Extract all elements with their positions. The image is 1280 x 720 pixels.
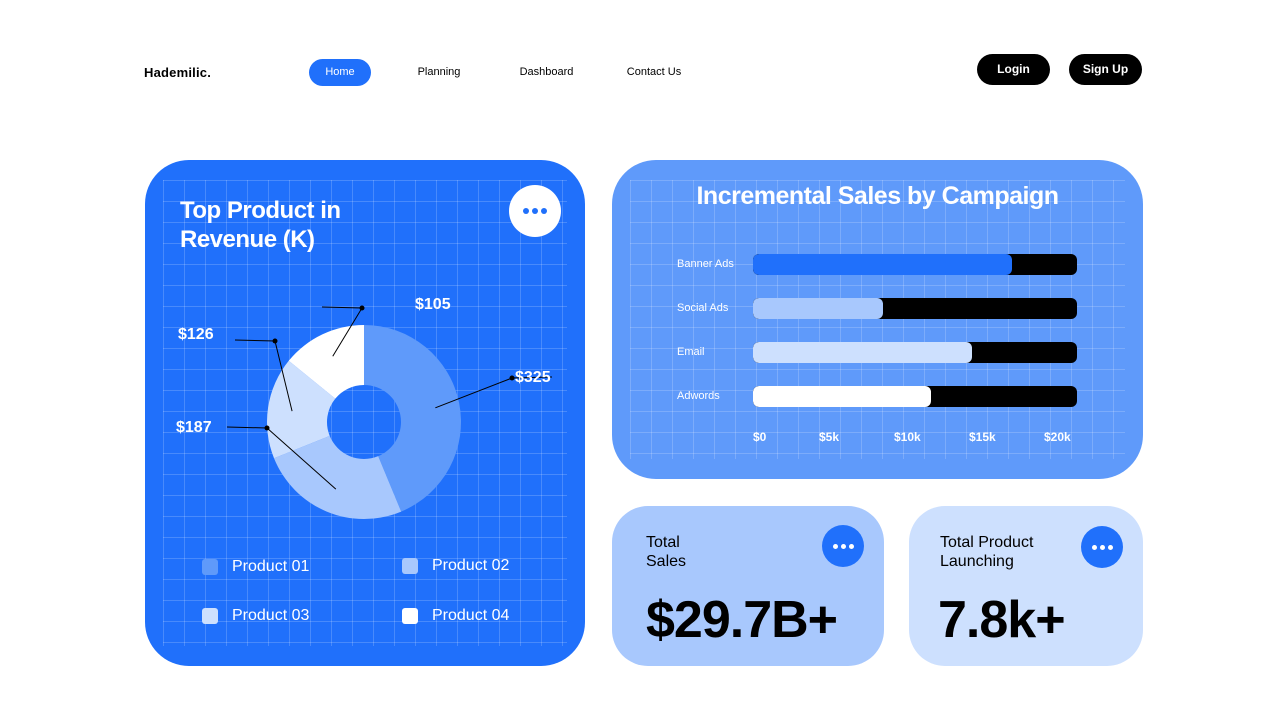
bar-category-label: Banner Ads bbox=[677, 258, 734, 270]
slice-product-01 bbox=[364, 325, 462, 512]
x-tick-label: $20k bbox=[1044, 430, 1071, 444]
x-tick-label: $10k bbox=[894, 430, 921, 444]
bar-category-label: Adwords bbox=[677, 390, 720, 402]
nav-contact-us[interactable]: Contact Us bbox=[626, 66, 682, 78]
data-label: $105 bbox=[415, 296, 451, 313]
legend-item-product-01: Product 01 bbox=[202, 558, 309, 576]
total-launch-label: Total Product Launching bbox=[940, 534, 1034, 570]
bar-email bbox=[753, 342, 972, 363]
leader-dot bbox=[264, 425, 270, 431]
more-horizontal-icon bbox=[832, 543, 854, 549]
data-label: $187 bbox=[176, 419, 212, 436]
bar-adwords bbox=[753, 386, 932, 407]
total-launch-value: 7.8k+ bbox=[938, 591, 1066, 649]
bar-category-label: Email bbox=[677, 346, 705, 358]
leader-dot bbox=[359, 305, 365, 311]
data-label: $126 bbox=[178, 326, 214, 343]
revenue-card: Top Product in Revenue (K) $325 $187 $126 $… bbox=[145, 160, 585, 666]
x-tick-label: $15k bbox=[969, 430, 996, 444]
nav-dashboard[interactable]: Dashboard bbox=[519, 66, 574, 78]
x-tick-label: $5k bbox=[819, 430, 840, 444]
total-sales-value: $29.7B+ bbox=[646, 591, 838, 649]
nav-planning[interactable]: Planning bbox=[417, 66, 461, 78]
legend-swatch bbox=[402, 558, 418, 574]
nav-home[interactable]: Home bbox=[309, 59, 371, 86]
total-sales-label: Total Sales bbox=[646, 534, 687, 570]
slice-product-03 bbox=[267, 360, 336, 459]
more-options-button[interactable] bbox=[822, 525, 864, 567]
legend-label: Product 04 bbox=[432, 607, 510, 624]
campaign-card: Incremental Sales by Campaign Banner Ads… bbox=[612, 160, 1143, 479]
legend-label: Product 03 bbox=[232, 607, 310, 624]
total-sales-card: Total Sales $29.7B+ bbox=[612, 506, 884, 666]
leader-dot bbox=[509, 375, 515, 381]
more-horizontal-icon bbox=[1091, 544, 1113, 550]
legend-label: Product 02 bbox=[432, 557, 510, 574]
legend-label: Product 01 bbox=[232, 558, 310, 575]
legend-swatch bbox=[402, 608, 418, 624]
bar-track bbox=[753, 342, 1077, 363]
bar-category-label: Social Ads bbox=[677, 302, 729, 314]
slice-product-02 bbox=[274, 435, 402, 519]
data-label: $325 bbox=[515, 369, 551, 386]
more-options-button[interactable] bbox=[509, 185, 561, 237]
more-options-button[interactable] bbox=[1081, 526, 1123, 568]
leader-dot bbox=[272, 338, 278, 344]
x-tick-label: $0 bbox=[753, 430, 767, 444]
login-button[interactable]: Login bbox=[977, 54, 1050, 85]
campaign-card-title: Incremental Sales by Campaign bbox=[696, 182, 1059, 210]
grid-background bbox=[163, 180, 567, 646]
bar-track bbox=[753, 386, 1077, 407]
slice-product-04 bbox=[288, 325, 364, 399]
revenue-card-title: Top Product in Revenue (K) bbox=[180, 197, 341, 253]
legend-swatch bbox=[202, 608, 218, 624]
more-horizontal-icon bbox=[523, 208, 547, 214]
bar-track bbox=[753, 298, 1077, 319]
bar-track bbox=[753, 254, 1077, 275]
bar-banner-ads bbox=[753, 254, 1013, 275]
total-launch-card: Total Product Launching 7.8k+ bbox=[909, 506, 1143, 666]
donut-chart bbox=[226, 305, 553, 519]
signup-button[interactable]: Sign Up bbox=[1069, 54, 1142, 85]
grid-background bbox=[630, 180, 1125, 459]
legend-item-product-03: Product 03 bbox=[202, 607, 309, 625]
bar-social-ads bbox=[753, 298, 883, 319]
legend-swatch bbox=[202, 559, 218, 575]
brand-logo[interactable]: Hademilic. bbox=[144, 65, 212, 80]
legend-item-product-02: Product 02 bbox=[402, 557, 509, 575]
legend-item-product-04: Product 04 bbox=[402, 607, 509, 625]
